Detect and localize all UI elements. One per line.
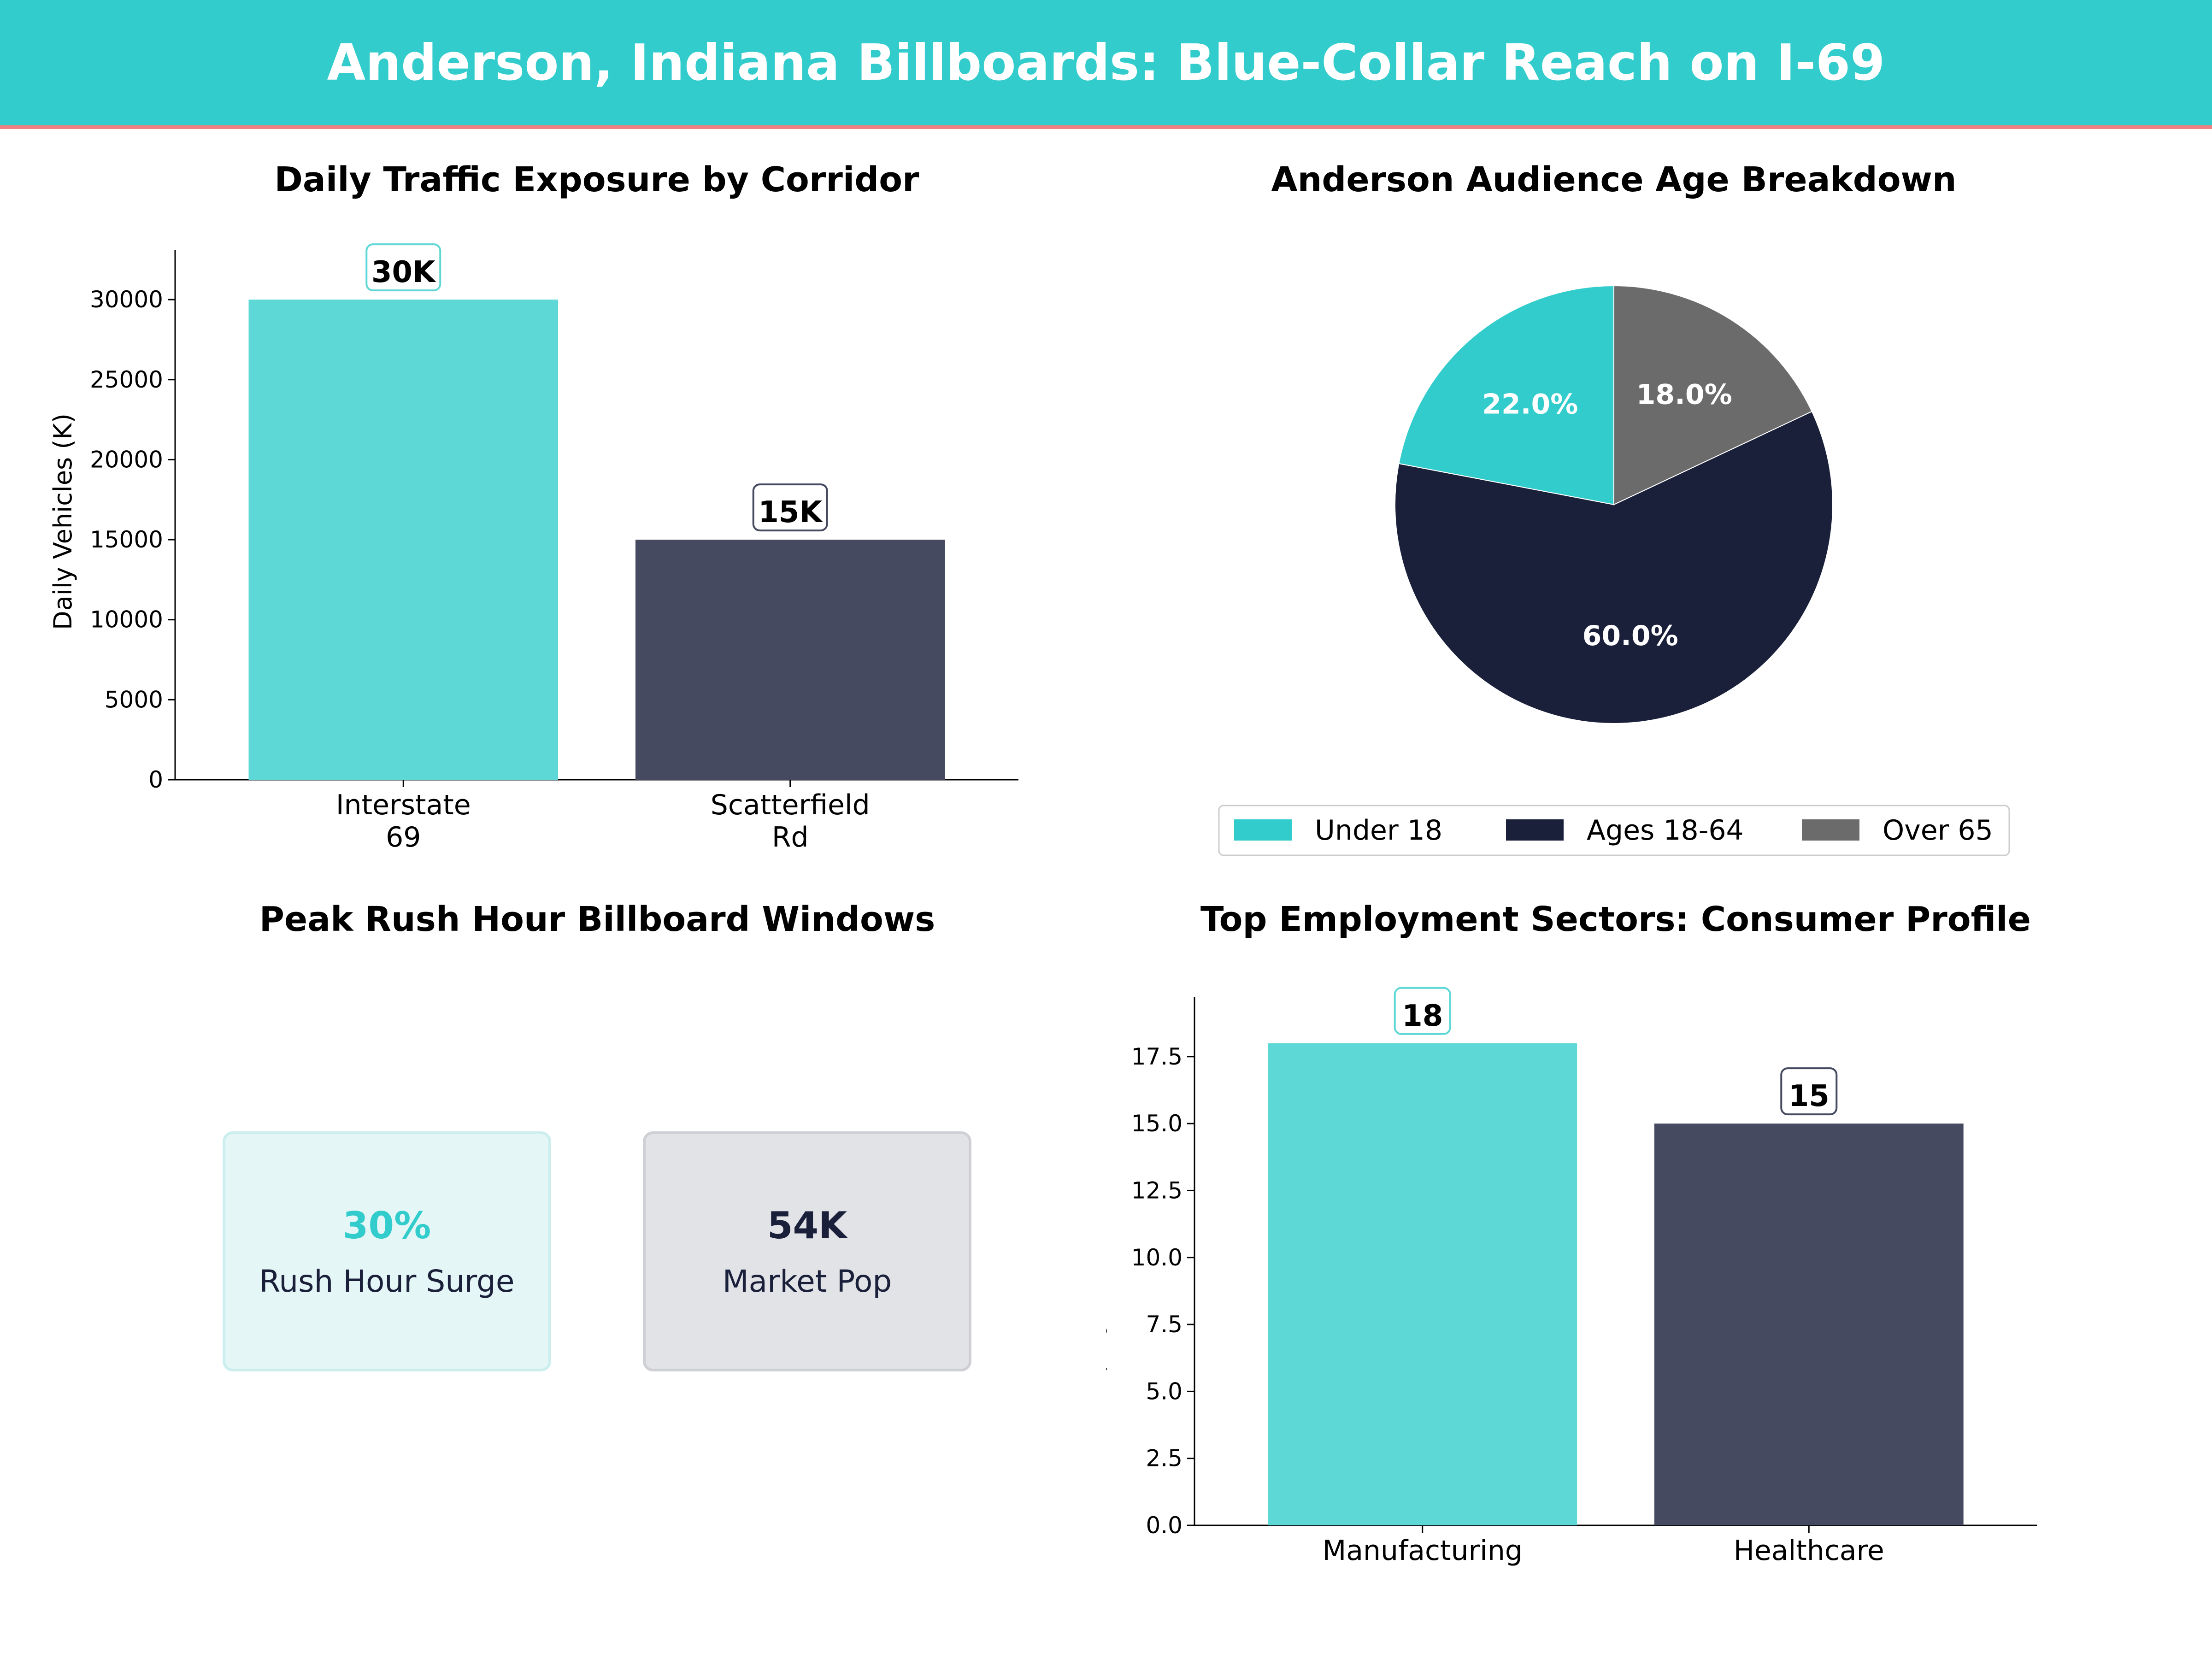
- legend-swatch: [1234, 819, 1292, 841]
- data-label: 15: [1788, 1079, 1830, 1113]
- y-tick-label: 10000: [90, 606, 163, 633]
- header-banner: Anderson, Indiana Billboards: Blue-Colla…: [0, 0, 2212, 129]
- kpi-value: 30%: [342, 1204, 431, 1247]
- pie-slice: [1398, 285, 1614, 506]
- y-tick-label: 15000: [90, 526, 163, 553]
- kpi-card-rush-hour: 30% Rush Hour Surge: [223, 1131, 551, 1371]
- kpi-card-market-pop: 54K Market Pop: [643, 1131, 971, 1371]
- chart-title: Anderson Audience Age Breakdown: [1271, 160, 1956, 200]
- pie-slice: [1394, 411, 1833, 724]
- y-tick-label: 5.0: [1146, 1378, 1182, 1405]
- y-tick-label: 7.5: [1146, 1311, 1182, 1338]
- data-label-box: [752, 483, 828, 532]
- bar: [1268, 1043, 1577, 1525]
- legend-swatch: [1506, 819, 1564, 841]
- data-label-box: [365, 243, 441, 292]
- y-tick-label: 17.5: [1131, 1043, 1182, 1070]
- x-tick-label: 69: [386, 821, 421, 853]
- data-label: 15K: [758, 495, 823, 529]
- y-axis-title: Daily Vehicles (K): [48, 413, 77, 630]
- pie-slice: [1613, 285, 1813, 506]
- bar: [635, 540, 945, 780]
- data-label-box: [1394, 987, 1451, 1035]
- traffic-bar-chart: Daily Traffic Exposure by Corridor Daily …: [48, 160, 1018, 853]
- y-tick-label: 30000: [90, 286, 163, 313]
- x-tick-label: Manufacturing: [1322, 1535, 1522, 1567]
- kpi-panel-title: Peak Rush Hour Billboard Windows: [259, 900, 935, 939]
- bar: [248, 300, 559, 780]
- legend-box: [1218, 805, 2010, 856]
- y-tick-label: 5000: [105, 686, 163, 713]
- chart-title: Daily Traffic Exposure by Corridor: [274, 160, 919, 200]
- kpi-label: Market Pop: [722, 1263, 892, 1299]
- pie-slice-label: 60.0%: [1583, 620, 1678, 652]
- pie-slice-label: 22.0%: [1482, 388, 1578, 420]
- y-tick-label: 0: [148, 766, 163, 793]
- x-tick-label: Healthcare: [1734, 1535, 1884, 1567]
- data-label: 18: [1402, 999, 1443, 1033]
- legend-swatch: [1802, 819, 1859, 841]
- x-tick-label: Rd: [772, 821, 809, 853]
- bar: [1654, 1124, 1964, 1525]
- x-tick-label: Interstate: [336, 789, 471, 821]
- kpi-label: Rush Hour Surge: [259, 1263, 515, 1299]
- y-tick-label: 2.5: [1146, 1445, 1182, 1472]
- page-title: Anderson, Indiana Billboards: Blue-Colla…: [327, 34, 1885, 92]
- y-tick-label: 20000: [90, 446, 163, 473]
- chart-title: Top Employment Sectors: Consumer Profile: [1200, 900, 2031, 939]
- y-axis-title: Employment Share (%): [1106, 1124, 1107, 1412]
- pie-slice-label: 18.0%: [1636, 378, 1732, 411]
- y-tick-label: 10.0: [1131, 1244, 1182, 1271]
- x-tick-label: Scatterfield: [711, 789, 870, 821]
- employment-bar-chart: Top Employment Sectors: Consumer Profile…: [1106, 900, 2037, 1567]
- y-tick-label: 0.0: [1146, 1512, 1182, 1539]
- legend-label: Under 18: [1315, 814, 1442, 847]
- legend-label: Over 65: [1883, 814, 1993, 847]
- data-label: 30K: [371, 255, 436, 289]
- kpi-panel: Peak Rush Hour Billboard Windows: [259, 900, 935, 939]
- legend-label: Ages 18-64: [1587, 814, 1744, 847]
- y-tick-label: 25000: [90, 366, 163, 393]
- y-tick-label: 12.5: [1131, 1177, 1182, 1204]
- data-label-box: [1780, 1067, 1838, 1116]
- age-pie-chart: Anderson Audience Age Breakdown 22.0% 60.0…: [1218, 160, 2010, 856]
- kpi-value: 54K: [767, 1204, 847, 1247]
- y-tick-label: 15.0: [1131, 1110, 1182, 1137]
